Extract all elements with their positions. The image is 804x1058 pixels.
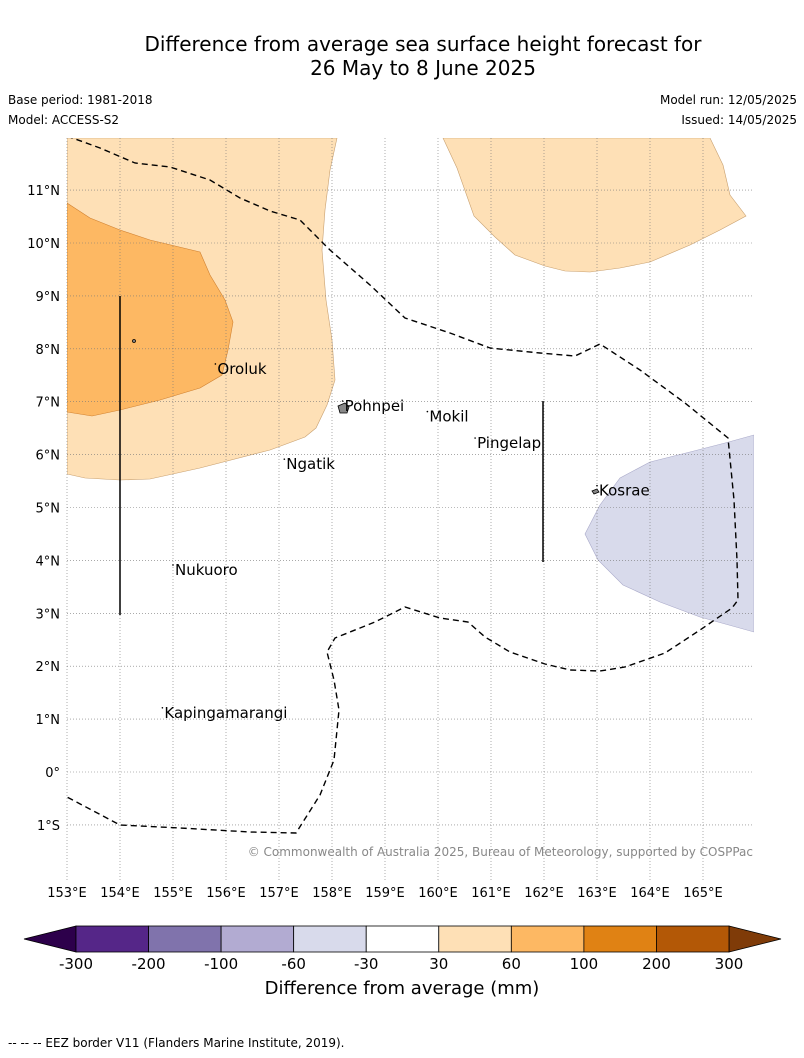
- lon-tick-label: 153°E: [47, 886, 87, 901]
- place-label: Kosrae: [599, 482, 650, 500]
- lat-tick-label: 9°N: [36, 290, 61, 305]
- colorbar-tick-label: 30: [429, 955, 448, 973]
- copyright-notice: © Commonwealth of Australia 2025, Bureau…: [248, 845, 753, 859]
- place-marker: [426, 410, 429, 413]
- lat-tick-label: 3°N: [36, 607, 61, 622]
- colorbar-tick-label: -200: [132, 955, 166, 973]
- place-marker: [341, 400, 344, 402]
- colorbar: -300 -200 -100 -60 -30 30 60 100 200 300: [23, 925, 782, 973]
- lon-tick-label: 156°E: [206, 886, 246, 901]
- colorbar-segment: [365, 925, 440, 953]
- lon-tick-label: 165°E: [683, 886, 723, 901]
- colorbar-segment: [583, 925, 657, 953]
- colorbar-under-arrow: [23, 925, 77, 953]
- lon-tick-label: 159°E: [365, 886, 405, 901]
- longitude-ticks: 153°E 154°E 155°E 156°E 157°E 158°E 159°E 160°E…: [47, 886, 723, 901]
- lat-tick-label: 11°N: [27, 184, 60, 199]
- place-label: Pohnpei: [345, 397, 405, 415]
- colorbar-segment: [656, 925, 730, 953]
- colorbar-tick-label: 100: [570, 955, 599, 973]
- colorbar-over-arrow: [728, 925, 782, 953]
- title-line-1: Difference from average sea surface heig…: [144, 32, 702, 56]
- place-marker: [161, 707, 164, 709]
- lat-tick-label: 5°N: [36, 502, 61, 517]
- graticule: [66, 138, 754, 880]
- place-marker: [172, 564, 174, 566]
- lat-tick-label: 10°N: [27, 237, 60, 252]
- place-label: Nukuoro: [175, 561, 238, 579]
- lon-tick-label: 163°E: [577, 886, 617, 901]
- place-marker: [214, 363, 217, 365]
- lon-tick-label: 164°E: [630, 886, 670, 901]
- islands: [132, 339, 600, 495]
- lon-tick-label: 162°E: [524, 886, 564, 901]
- eez-borders: [67, 138, 739, 834]
- place-marker: [283, 458, 286, 460]
- lat-tick-label: 7°N: [36, 396, 61, 411]
- kosrae-island: [591, 488, 600, 495]
- model-run-label: Model run: 12/05/2025: [659, 93, 797, 107]
- lat-tick-label: 0°: [45, 766, 60, 781]
- place-label: Oroluk: [217, 360, 266, 378]
- issued-label: Issued: 14/05/2025: [681, 113, 797, 127]
- latitude-ticks: 11°N 10°N 9°N 8°N 7°N 6°N 5°N 4°N 3°N 2°N 1°N 0° 1°S: [27, 184, 60, 834]
- colorbar-tick-label: 60: [502, 955, 521, 973]
- colorbar-segment: [75, 925, 149, 953]
- pohnpei-island: [337, 402, 350, 414]
- colorbar-tick-label: -30: [354, 955, 379, 973]
- map-title: Difference from average sea surface heig…: [0, 32, 804, 80]
- colorbar-tick-label: -100: [204, 955, 238, 973]
- lon-tick-label: 158°E: [312, 886, 352, 901]
- colorbar-segment: [148, 925, 222, 953]
- lon-tick-label: 157°E: [259, 886, 299, 901]
- bathymetry-lines: [119, 296, 544, 615]
- lat-tick-label: 1°S: [37, 819, 60, 834]
- lon-tick-label: 160°E: [418, 886, 458, 901]
- sea-level-anomaly-fill: [67, 138, 754, 633]
- place-label: Mokil: [429, 408, 468, 426]
- model-label: Model: ACCESS-S2: [8, 113, 120, 127]
- negative-anomaly-east: [584, 434, 754, 633]
- positive-anomaly-north: [442, 138, 747, 273]
- positive-anomaly-west-core: [67, 202, 234, 417]
- eez-border-main: [67, 138, 739, 834]
- base-period-label: Base period: 1981-2018: [8, 93, 153, 107]
- lon-tick-label: 161°E: [471, 886, 511, 901]
- place-label: Ngatik: [286, 455, 335, 473]
- place-labels: Oroluk Pohnpei Mokil Pingelap Ngatik Kosrae Nu…: [161, 360, 650, 722]
- lat-tick-label: 4°N: [36, 554, 61, 569]
- colorbar-segment: [510, 925, 585, 953]
- colorbar-tick-label: 200: [642, 955, 671, 973]
- colorbar-segment: [220, 925, 295, 953]
- place-marker: [596, 484, 598, 487]
- lat-tick-label: 8°N: [36, 343, 61, 358]
- lon-tick-label: 154°E: [100, 886, 140, 901]
- eez-footnote: -- -- -- EEZ border V11 (Flanders Marine…: [8, 1036, 345, 1050]
- place-label: Kapingamarangi: [164, 704, 287, 722]
- title-line-2: 26 May to 8 June 2025: [310, 56, 536, 80]
- lat-tick-label: 6°N: [36, 449, 61, 464]
- colorbar-segment: [438, 925, 512, 953]
- place-marker: [474, 437, 476, 439]
- lat-tick-label: 2°N: [36, 660, 61, 675]
- colorbar-tick-label: -60: [281, 955, 306, 973]
- colorbar-segment: [293, 925, 367, 953]
- lon-tick-label: 155°E: [153, 886, 193, 901]
- islet: [132, 339, 136, 343]
- colorbar-tick-label: -300: [59, 955, 93, 973]
- colorbar-title: Difference from average (mm): [264, 978, 540, 999]
- place-label: Pingelap: [477, 434, 541, 452]
- colorbar-tick-label: 300: [715, 955, 744, 973]
- lat-tick-label: 1°N: [36, 713, 61, 728]
